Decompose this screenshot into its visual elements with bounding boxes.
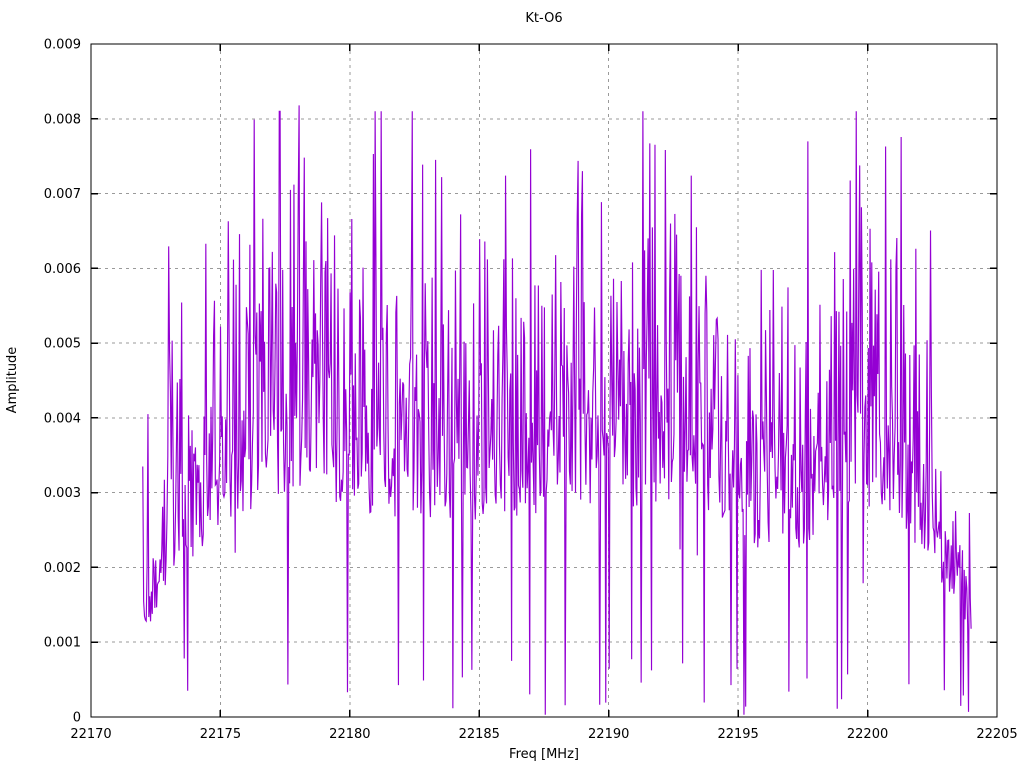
x-tick-labels: 22170 22175 22180 22185 22190 22195 22200 22205 <box>70 727 1017 742</box>
x-tick-label: 22195 <box>717 727 758 742</box>
x-tick-label: 22205 <box>976 727 1017 742</box>
y-tick-label: 0 <box>73 711 81 726</box>
x-axis-title: Freq [MHz] <box>509 747 579 762</box>
chart-title: Kt-O6 <box>525 11 562 26</box>
spectrum-trace <box>142 105 972 715</box>
y-tick-label: 0.006 <box>44 262 81 277</box>
y-tick-label: 0.003 <box>44 486 81 501</box>
x-tick-label: 22190 <box>588 727 629 742</box>
y-tick-labels: 0 0.001 0.002 0.003 0.004 0.005 0.006 0.007 0.00… <box>44 38 81 726</box>
x-tick-label: 22180 <box>329 727 370 742</box>
y-tick-label: 0.005 <box>44 337 81 352</box>
x-tick-label: 22175 <box>200 727 241 742</box>
y-axis-title: Amplitude <box>5 347 20 414</box>
plot-border <box>90 43 998 718</box>
y-tick-label: 0.002 <box>44 561 81 576</box>
y-tick-label: 0.008 <box>44 112 81 127</box>
data-series-group <box>142 105 972 715</box>
y-tick-label: 0.001 <box>44 636 81 651</box>
x-tick-label: 22200 <box>847 727 888 742</box>
y-tick-label: 0.004 <box>44 411 81 426</box>
x-tick-label: 22185 <box>459 727 500 742</box>
y-tick-label: 0.009 <box>44 38 81 53</box>
y-tick-label: 0.007 <box>44 187 81 202</box>
x-tick-label: 22170 <box>70 727 111 742</box>
